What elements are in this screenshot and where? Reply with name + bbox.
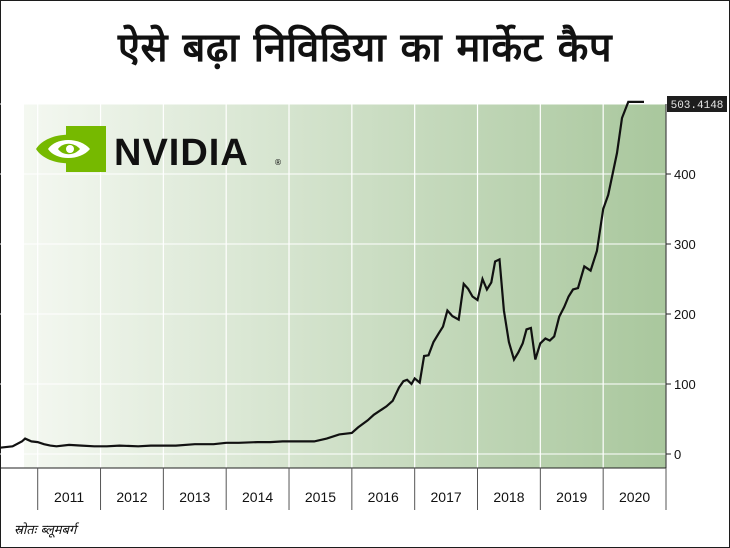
nvidia-eye-logo: [36, 126, 106, 172]
page-title: ऐसे बढ़ा निविडिया का मार्केट कैप: [117, 25, 613, 71]
x-tick-label: 2017: [431, 489, 462, 505]
x-tick-label: 2015: [305, 489, 336, 505]
x-tick-label: 2020: [619, 489, 650, 505]
x-tick-label: 2016: [368, 489, 399, 505]
last-value-box: [667, 96, 727, 112]
y-tick-label: 200: [674, 307, 696, 322]
y-tick-label: 400: [674, 167, 696, 182]
x-tick-label: 2013: [179, 489, 210, 505]
registered-mark: ®: [274, 158, 282, 167]
horizontal-gridlines: [0, 103, 666, 455]
data-line: [0, 100, 644, 449]
logo-wordmark: NVIDIA: [114, 132, 249, 174]
y-tick-label: 300: [674, 237, 696, 252]
source-note: स्रोतः ब्लूमबर्ग: [14, 523, 77, 538]
x-tick-labels: 2011 2012 2013 2014 2015 2016 2017 2018 2019 2020: [37, 468, 667, 510]
x-tick-label: 2012: [116, 489, 147, 505]
last-value-label: 503.4148: [671, 100, 724, 112]
y-tick-label: 100: [674, 377, 696, 392]
y-tick-label: 0: [674, 447, 681, 462]
nvidia-logo: NVIDIA ®: [36, 126, 282, 174]
x-tick-label: 2019: [556, 489, 587, 505]
y-tick-labels: 0 100 200 300 400: [666, 167, 696, 462]
x-tick-label: 2018: [493, 489, 524, 505]
plot-shade: [24, 104, 666, 468]
x-tick-label: 2011: [54, 489, 84, 505]
x-tick-label: 2014: [242, 489, 273, 505]
